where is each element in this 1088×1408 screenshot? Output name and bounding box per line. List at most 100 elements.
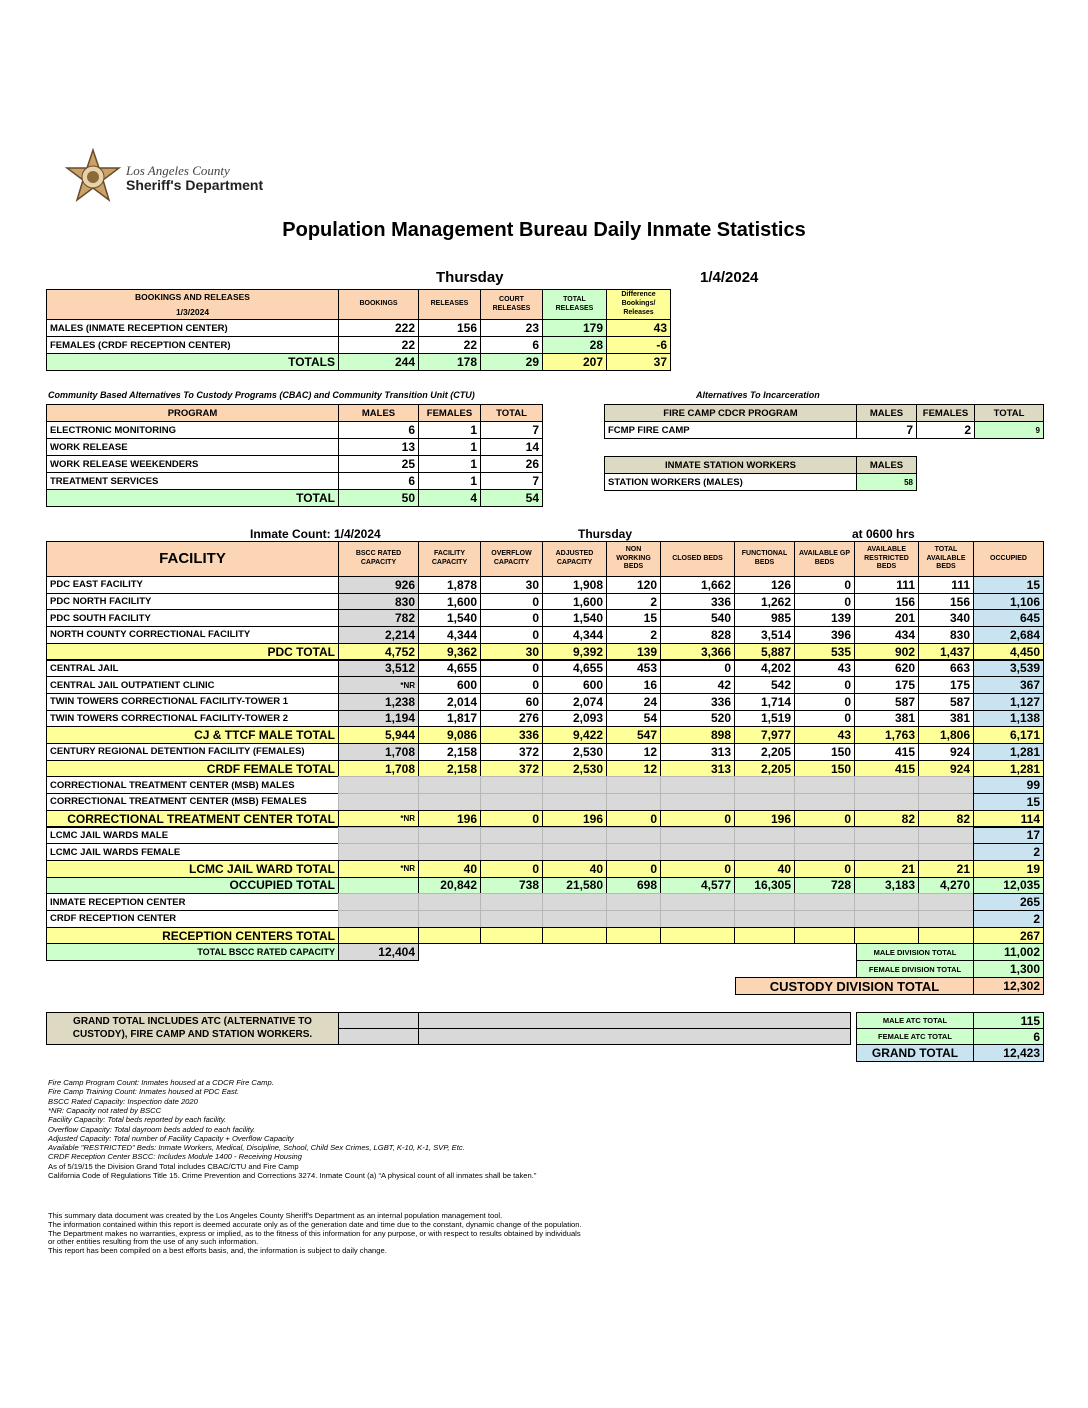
facility-value: 1,519 [734, 709, 795, 728]
footnote: This report has been compiled on a best … [48, 1246, 387, 1256]
cbac-cell: 13 [338, 438, 419, 456]
bookings-title: BOOKINGS AND RELEASES [135, 292, 250, 303]
facility-value: 40 [734, 859, 795, 878]
facility-value [606, 926, 661, 945]
facility-value: 520 [660, 709, 735, 728]
facility-value [660, 793, 735, 811]
facility-value: 587 [854, 692, 919, 711]
facility-value: 453 [606, 659, 661, 678]
bookings-cell: 28 [542, 336, 607, 354]
facility-value [854, 910, 919, 928]
facility-value [542, 826, 607, 845]
facility-value: 1,708 [338, 743, 419, 761]
facility-value: 0 [794, 709, 855, 728]
column-header: PROGRAM [46, 404, 339, 422]
cbac-cell: 7 [480, 472, 543, 490]
facility-value: 587 [918, 692, 974, 711]
facility-value: 0 [794, 576, 855, 594]
facility-value: 2,684 [973, 626, 1044, 644]
facility-value: 12,035 [973, 876, 1044, 895]
facility-value: 1,262 [734, 592, 795, 611]
facility-value: 663 [918, 659, 974, 678]
facility-value [660, 893, 735, 911]
facility-value [918, 826, 974, 845]
facility-value: 5,887 [734, 642, 795, 661]
facility-value [660, 776, 735, 795]
facility-value [918, 893, 974, 911]
facility-name: CENTRAL JAIL [46, 659, 339, 678]
facility-value [854, 776, 919, 795]
facility-value [480, 893, 543, 911]
bookings-cell: 222 [338, 319, 419, 337]
facility-value: 924 [918, 759, 974, 778]
facility-value [338, 793, 419, 811]
custody-value: 12,302 [973, 977, 1044, 995]
facility-value: 156 [918, 592, 974, 611]
facility-value: 139 [606, 642, 661, 661]
report-date: 1/4/2024 [700, 269, 759, 286]
facility-value [660, 910, 735, 928]
facility-value: 2 [606, 626, 661, 644]
facility-value: 600 [542, 676, 607, 694]
bookings-cell: 43 [606, 319, 671, 337]
facility-value [794, 926, 855, 945]
facility-value: 267 [973, 926, 1044, 945]
facility-value [480, 926, 543, 945]
facility-value: 1,281 [973, 743, 1044, 761]
facility-value: 120 [606, 576, 661, 594]
atc-value: 115 [973, 1012, 1044, 1029]
cbac-cell: 1 [418, 455, 481, 473]
atc-label: FEMALE ATC TOTAL [856, 1028, 974, 1045]
column-header: TOTAL AVAILABLE BEDS [918, 541, 974, 577]
column-header: TOTAL RELEASES [542, 289, 607, 320]
column-header: AVAILABLE RESTRICTED BEDS [854, 541, 919, 577]
footnote: BSCC Rated Capacity: Inspection date 202… [48, 1096, 198, 1106]
blank-cell [418, 1028, 851, 1045]
facility-value: 16,305 [734, 876, 795, 895]
division-label: FEMALE DIVISION TOTAL [856, 960, 974, 978]
facility-value: 114 [973, 809, 1044, 828]
facility-value: 0 [794, 859, 855, 878]
facility-value [418, 926, 481, 945]
facility-value: 43 [794, 659, 855, 678]
facility-value: 42 [660, 676, 735, 694]
facility-value [338, 910, 419, 928]
facility-value [606, 843, 661, 861]
facility-value: 175 [854, 676, 919, 694]
column-header: ADJUSTED CAPACITY [542, 541, 607, 577]
facility-value: 21 [918, 859, 974, 878]
facility-value [418, 893, 481, 911]
facility-value: 4,655 [418, 659, 481, 678]
facility-value: 415 [854, 759, 919, 778]
facility-value: 738 [480, 876, 543, 895]
facility-name: CORRECTIONAL TREATMENT CENTER (MSB) MALE… [46, 776, 339, 795]
facility-value [606, 826, 661, 845]
facility-value: 40 [418, 859, 481, 878]
facility-value: 547 [606, 726, 661, 744]
grand-label: GRAND TOTAL [856, 1044, 974, 1062]
facility-value: 15 [973, 793, 1044, 811]
facility-value: 4,577 [660, 876, 735, 895]
division-label: MALE DIVISION TOTAL [856, 943, 974, 961]
total-label: RECEPTION CENTERS TOTAL [46, 926, 339, 945]
facility-value: 985 [734, 609, 795, 628]
facility-name: LCMC JAIL WARDS MALE [46, 826, 339, 845]
facility-value: 902 [854, 642, 919, 661]
facility-value: 126 [734, 576, 795, 594]
facility-value [542, 910, 607, 928]
footnote: Fire Camp Program Count: Inmates housed … [48, 1078, 274, 1087]
footnote: Available "RESTRICTED" Beds: Inmate Work… [48, 1143, 465, 1153]
facility-value [918, 776, 974, 795]
facility-value [480, 776, 543, 795]
footnote: As of 5/19/15 the Division Grand Total i… [48, 1161, 299, 1171]
facility-value: 0 [480, 676, 543, 694]
column-header: FEMALES [418, 404, 481, 422]
facility-value: 0 [660, 859, 735, 878]
cbac-cell: 7 [480, 421, 543, 439]
facility-value: 2,530 [542, 759, 607, 778]
facility-value: 54 [606, 709, 661, 728]
facility-value [734, 793, 795, 811]
facility-value: 4,270 [918, 876, 974, 895]
facility-value: 0 [480, 609, 543, 628]
total-label: LCMC JAIL WARD TOTAL [46, 859, 339, 878]
